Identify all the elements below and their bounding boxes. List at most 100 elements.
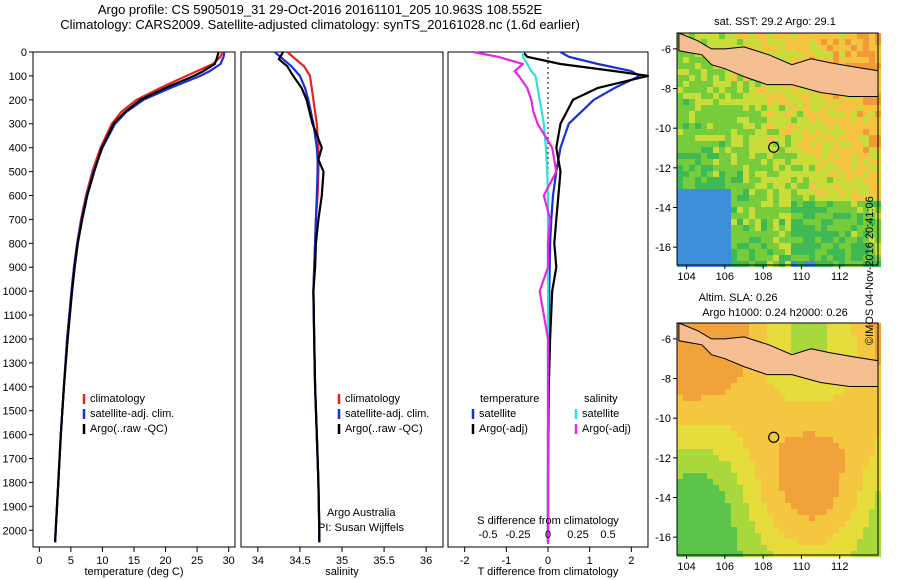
y-tick-label: 500	[9, 167, 27, 179]
x-tick-label: 30	[223, 555, 235, 567]
x-tick-label: 10	[96, 555, 108, 567]
plot-title-line2: Climatology: CARS2009. Satellite-adjuste…	[60, 17, 580, 32]
y-tick-label: 300	[9, 119, 27, 131]
map-y-tick-label: -14	[655, 492, 671, 504]
salinity-panel: 34 34.5 35 35.5 36 salinity climatology satelli…	[240, 51, 444, 578]
series-line-argo-raw-qc-	[54, 51, 220, 543]
y-tick-label: 0	[21, 47, 27, 59]
map-x-tick-label: 112	[831, 561, 849, 573]
x2-tick-label: 0	[545, 529, 551, 541]
x2-tick-label: 0.5	[600, 529, 615, 541]
y-tick-label: 200	[9, 95, 27, 107]
y-tick-label: 1900	[3, 501, 27, 513]
series-line-climatology	[54, 51, 224, 543]
y-tick-label: 1300	[3, 358, 27, 370]
sla-map-title-line2: Argo h1000: 0.24 h2000: 0.26	[702, 307, 848, 319]
legend-entry: satellite	[582, 408, 619, 420]
sla-map-panel: 104 106 108 110 112 -6 -8 -10 -12 -14 -16 Altim. SL…	[655, 292, 881, 573]
sst-map-panel: 104 106 108 110 112 -6 -8 -10 -12 -14 -16 sat. SST:…	[655, 16, 881, 283]
legend-heading-salinity: salinity	[584, 393, 618, 405]
y-tick-label: 1800	[3, 477, 27, 489]
legend-entry: Argo(-adj)	[479, 423, 528, 435]
y-tick-label: 100	[9, 71, 27, 83]
x-tick-label: 0	[36, 555, 42, 567]
x-tick-label: 2	[628, 555, 634, 567]
x-tick-label: 15	[128, 555, 140, 567]
y-tick-label: 1400	[3, 382, 27, 394]
map-y-tick-label: -12	[655, 453, 671, 465]
map-x-tick-label: 112	[831, 271, 849, 283]
x-tick-label: 1	[587, 555, 593, 567]
legend-entry: climatology	[345, 393, 401, 405]
map-x-tick-label: 108	[754, 271, 772, 283]
x-axis-title: salinity	[325, 566, 359, 578]
series-line-s-argo-adj-	[472, 50, 558, 543]
x-tick-label: 35.5	[373, 555, 394, 567]
map-x-tick-label: 104	[677, 271, 695, 283]
legend-heading-temperature: temperature	[480, 393, 539, 405]
map-y-tick-label: -16	[655, 532, 671, 544]
legend-entry: Argo(..raw -QC)	[345, 423, 423, 435]
y-tick-label: 1700	[3, 454, 27, 466]
plot-frame	[240, 51, 444, 548]
x-tick-label: 0	[545, 555, 551, 567]
annotation-line1: Argo Australia	[327, 507, 396, 519]
sst-map-title: sat. SST: 29.2 Argo: 29.1	[714, 16, 836, 28]
map-x-tick-label: 104	[677, 561, 695, 573]
map-y-tick-label: -16	[655, 242, 671, 254]
legend-entry: Argo(-adj)	[582, 423, 631, 435]
map-y-tick-label: -6	[661, 44, 671, 56]
map-x-tick-label: 106	[716, 561, 734, 573]
x-tick-label: 5	[68, 555, 74, 567]
x-tick-label: 25	[191, 555, 203, 567]
x2-axis-title: S difference from climatology	[477, 515, 619, 527]
y-tick-label: 600	[9, 190, 27, 202]
y-tick-label: 700	[9, 214, 27, 226]
map-x-tick-label: 106	[716, 271, 734, 283]
legend-entry: satellite-adj. clim.	[90, 408, 174, 420]
x-tick-label: 34	[252, 555, 264, 567]
y-tick-label: 1000	[3, 286, 27, 298]
x2-tick-label: -0.25	[505, 529, 530, 541]
y-tick-label: 1100	[3, 310, 27, 322]
y-tick-label: 900	[9, 262, 27, 274]
map-y-tick-label: -10	[655, 413, 671, 425]
map-x-tick-label: 110	[793, 271, 811, 283]
legend-entry: satellite	[479, 408, 516, 420]
difference-panel: -2 -1 0 1 2 -0.5 -0.25 0 0.25 0.5 S difference fro…	[447, 50, 650, 578]
series-line-satellite-adj-clim-	[54, 51, 226, 543]
series-line-s-satellite	[521, 52, 550, 543]
series-line-t-satellite	[546, 51, 641, 543]
map-y-tick-label: -8	[661, 84, 671, 96]
map-y-tick-label: -10	[655, 123, 671, 135]
x-tick-label: 36	[420, 555, 432, 567]
legend-entry: Argo(..raw -QC)	[90, 423, 168, 435]
x-axis-title: T difference from climatology	[478, 566, 619, 578]
annotation-line2: PI: Susan Wijffels	[318, 522, 404, 534]
series-line-argo-raw-qc-	[277, 51, 325, 543]
x-tick-label: 35	[336, 555, 348, 567]
map-x-tick-label: 110	[793, 561, 811, 573]
x2-tick-label: -0.5	[479, 529, 498, 541]
y-tick-label: 1500	[3, 406, 27, 418]
map-y-tick-label: -8	[661, 374, 671, 386]
x2-tick-label: 0.25	[567, 529, 588, 541]
y-tick-label: 2000	[3, 525, 27, 537]
y-tick-label: 1600	[3, 430, 27, 442]
x-tick-label: 20	[159, 555, 171, 567]
map-frame	[676, 32, 879, 266]
map-x-tick-label: 108	[754, 561, 772, 573]
map-frame	[676, 322, 879, 556]
temperature-panel: 0100200300400500600700800900100011001200…	[3, 47, 236, 578]
argo-float-marker	[768, 141, 780, 153]
sla-map-title-line1: Altim. SLA: 0.26	[699, 292, 778, 304]
argo-float-marker	[768, 431, 780, 443]
plot-frame	[32, 51, 236, 548]
y-tick-label: 400	[9, 143, 27, 155]
legend-entry: climatology	[90, 393, 146, 405]
x-tick-label: -2	[460, 555, 470, 567]
imos-timestamp: ©IMOS 04-Nov-2016 20:41:06	[864, 196, 876, 345]
y-tick-label: 800	[9, 238, 27, 250]
map-y-tick-label: -14	[655, 202, 671, 214]
